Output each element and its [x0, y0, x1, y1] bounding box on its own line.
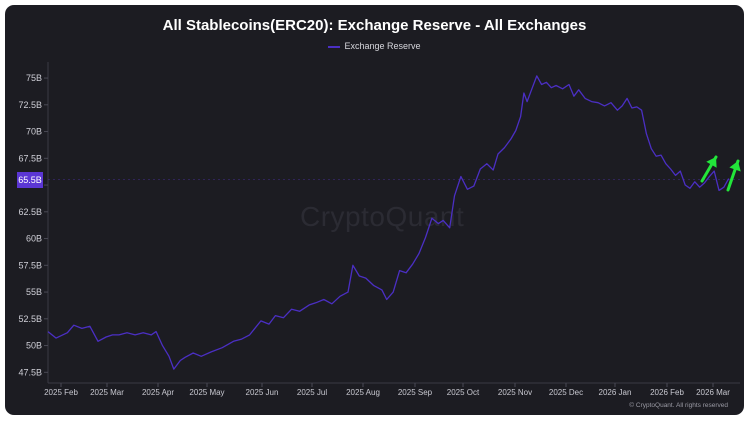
x-tick-label: 2025 Nov — [498, 388, 532, 397]
annotation-arrow-right — [726, 159, 741, 192]
y-tick-label: 60B — [26, 234, 42, 244]
legend-swatch — [328, 45, 341, 48]
series-line-exchange-reserve — [47, 75, 730, 370]
y-tick-label: 75B — [26, 73, 42, 83]
y-tick-label: 50B — [26, 341, 42, 351]
x-tick-label: 2025 Dec — [549, 388, 583, 397]
x-tick-label: 2025 Feb — [44, 388, 78, 397]
chart-title: All Stablecoins(ERC20): Exchange Reserve… — [162, 17, 587, 34]
x-tick-label: 2025 Apr — [142, 388, 174, 397]
annotation-arrow-left — [700, 155, 718, 183]
y-tick-label: 72.5B — [18, 100, 42, 110]
y-tick-label: 70B — [26, 127, 42, 137]
x-tick-label: 2025 Jul — [297, 388, 327, 397]
x-tick-label: 2025 Oct — [447, 388, 480, 397]
y-tick-label: 62.5B — [18, 207, 42, 217]
current-value-badge: 65.5B — [17, 171, 43, 188]
y-tick-label: 55B — [26, 287, 42, 297]
legend[interactable]: Exchange Reserve — [5, 41, 744, 51]
watermark: CryptoQuant — [300, 201, 465, 232]
x-tick-label: 2025 Aug — [346, 388, 380, 397]
legend-label: Exchange Reserve — [344, 41, 421, 51]
x-tick-label: 2025 Jun — [246, 388, 279, 397]
y-tick-label: 67.5B — [18, 153, 42, 163]
y-tick-label: 57.5B — [18, 260, 42, 270]
x-tick-label: 2025 Mar — [90, 388, 124, 397]
x-tick-label: 2025 May — [189, 388, 224, 397]
x-tick-label: 2025 Sep — [398, 388, 433, 397]
y-tick-label: 47.5B — [18, 367, 42, 377]
x-tick-label: 2026 Jan — [599, 388, 632, 397]
x-tick-label: 2026 Mar — [696, 388, 730, 397]
x-tick-label: 2026 Feb — [650, 388, 684, 397]
y-tick-label: 52.5B — [18, 314, 42, 324]
chart-card: All Stablecoins(ERC20): Exchange Reserve… — [5, 5, 744, 415]
copyright-text: © CryptoQuant. All rights reserved — [629, 402, 728, 409]
